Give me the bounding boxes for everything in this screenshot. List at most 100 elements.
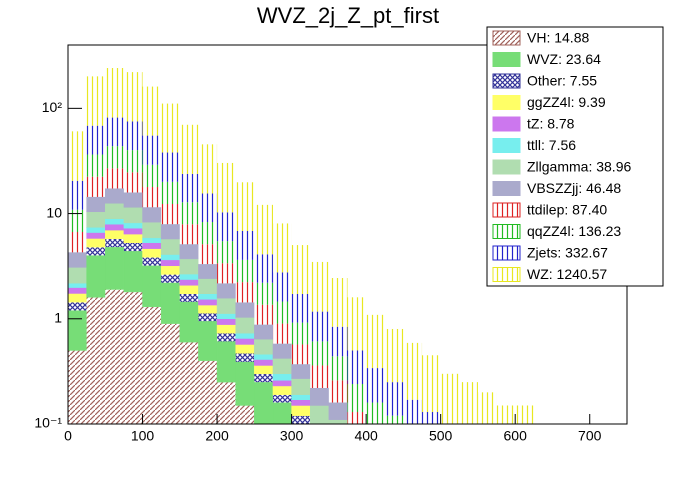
bar-segment (384, 328, 404, 383)
legend-swatch (492, 181, 521, 196)
legend-swatch (492, 116, 521, 132)
bar-segment (86, 297, 106, 424)
legend-label: ggZZ4l: 9.39 (527, 94, 606, 110)
bar-segment (254, 354, 274, 360)
bar-segment (67, 287, 87, 294)
bar-segment (161, 181, 180, 204)
bar-segment (328, 356, 348, 381)
bar-segment (198, 360, 218, 424)
bar-segment (123, 250, 143, 293)
bar-segment (86, 255, 106, 298)
bar-segment (347, 350, 367, 384)
bar-segment (328, 326, 348, 357)
bar-segment (67, 252, 87, 268)
bar-segment (235, 353, 255, 362)
bar-segment (272, 380, 292, 387)
bar-segment (198, 304, 218, 314)
bar-segment (291, 394, 311, 401)
bar-segment (254, 338, 274, 355)
bar-segment (68, 180, 87, 210)
bar-segment (366, 402, 385, 424)
bar-segment (272, 402, 292, 425)
bar-segment (254, 254, 273, 283)
bar-segment (235, 282, 255, 303)
bar-segment (123, 207, 143, 224)
bar-segment (272, 272, 292, 302)
bar-segment (272, 358, 292, 375)
bar-segment (123, 121, 143, 151)
y-tick-label: 10 (46, 204, 62, 220)
legend-label: WVZ: 23.64 (527, 51, 601, 67)
x-tick-label: 500 (429, 428, 453, 444)
bar-segment (403, 342, 423, 400)
bar-segment (235, 259, 255, 283)
bar-segment (216, 318, 236, 325)
legend-swatch (492, 95, 521, 110)
bar-segment (160, 223, 181, 240)
legend-label: Other: 7.55 (527, 73, 597, 89)
bar-segment (86, 247, 106, 256)
bar-segment (291, 405, 311, 416)
bar-segment (86, 154, 106, 177)
bar-segment (86, 227, 106, 233)
bar-segment (366, 314, 385, 369)
bar-segment (217, 382, 236, 424)
bar-segment (291, 378, 311, 395)
legend-swatch (492, 267, 521, 282)
bar-segment (235, 317, 255, 334)
bar-segment (496, 405, 516, 424)
bar-segment (309, 405, 330, 425)
bar-segment (235, 230, 255, 260)
bar-segment (310, 311, 329, 342)
bar-segment (123, 233, 143, 243)
bar-segment (105, 117, 124, 147)
bar-segment (254, 373, 273, 383)
legend-label: ttdilep: 87.40 (527, 202, 607, 218)
bar-segment (105, 238, 124, 248)
bar-segment (86, 196, 106, 213)
x-tick-label: 0 (64, 428, 72, 444)
legend-label: tZ: 8.78 (527, 116, 575, 132)
legend-swatch (492, 202, 521, 218)
bar-segment (68, 131, 87, 181)
legend-label: Zjets: 332.67 (527, 245, 608, 261)
bar-segment (198, 144, 218, 194)
y-tick-label: 10² (42, 99, 63, 115)
bar-segment (477, 392, 497, 424)
bar-segment (217, 263, 236, 284)
bar-segment (216, 297, 236, 314)
bar-segment (403, 399, 423, 424)
bar-segment (123, 192, 143, 208)
bar-segment (291, 363, 311, 379)
bar-segment (291, 399, 311, 406)
bar-segment (235, 182, 255, 231)
legend-swatch (492, 245, 521, 261)
bar-segment (142, 265, 162, 308)
bar-segment (198, 293, 218, 300)
bar-segment (67, 310, 87, 351)
bar-segment (161, 323, 180, 424)
bar-segment (160, 282, 181, 324)
bar-segment (67, 267, 87, 284)
bar-segment (254, 359, 274, 366)
bar-segment (328, 278, 348, 327)
bar-segment (68, 302, 87, 311)
bar-segment (254, 282, 273, 305)
bar-segment (310, 341, 329, 366)
bar-segment (328, 380, 348, 403)
bar-segment (216, 324, 236, 334)
bar-segment (272, 323, 292, 344)
bar-segment (142, 187, 162, 208)
bar-segment (105, 218, 125, 225)
bar-segment (160, 254, 181, 261)
bar-segment (86, 176, 106, 197)
bar-segment (179, 124, 199, 174)
chart-title: WVZ_2j_Z_pt_first (257, 3, 439, 28)
bar-segment (347, 412, 367, 424)
bar-segment (142, 306, 162, 424)
bar-segment (198, 222, 218, 245)
bar-segment (328, 419, 348, 425)
bar-segment (272, 223, 292, 273)
bar-segment (235, 302, 255, 318)
bar-segment (272, 343, 292, 359)
